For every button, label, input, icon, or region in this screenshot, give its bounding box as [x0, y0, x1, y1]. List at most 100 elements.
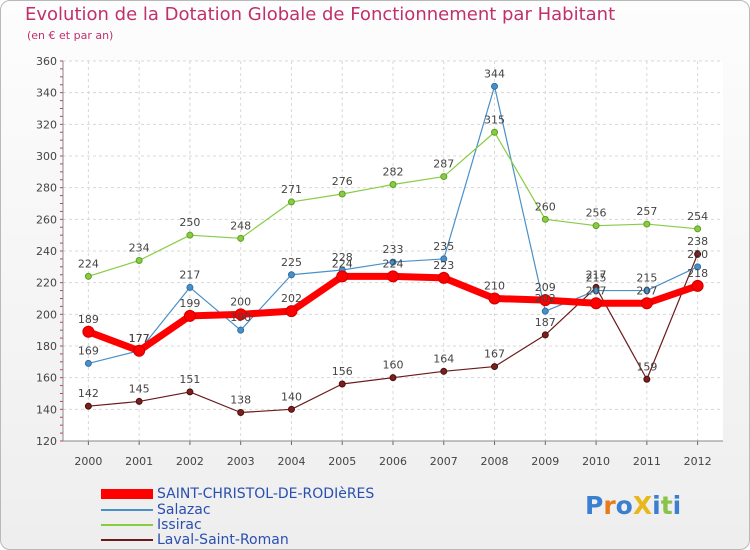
legend-item-issirac: Issirac	[101, 517, 202, 533]
data-label: 257	[636, 205, 657, 218]
x-tick-label: 2002	[176, 455, 204, 468]
data-point	[183, 309, 196, 322]
data-label: 190	[230, 311, 251, 324]
data-label: 169	[78, 344, 99, 357]
data-label: 287	[433, 158, 454, 171]
logo-letter: i	[652, 491, 661, 520]
legend-item-laval: Laval-Saint-Roman	[101, 532, 289, 548]
legend-item-salazac: Salazac	[101, 502, 211, 518]
data-label: 224	[383, 257, 404, 270]
data-label: 215	[586, 272, 607, 285]
data-point	[237, 326, 245, 334]
x-tick-label: 2010	[582, 455, 610, 468]
data-point	[135, 397, 143, 405]
data-label: 217	[179, 268, 200, 281]
data-point	[133, 344, 146, 357]
data-point	[640, 297, 653, 310]
x-tick-label: 2004	[277, 455, 305, 468]
data-point	[84, 402, 92, 410]
y-tick-label: 180	[36, 340, 57, 353]
data-label: 202	[535, 292, 556, 305]
data-label: 151	[179, 373, 200, 386]
data-label: 207	[636, 284, 657, 297]
logo-letter: o	[615, 491, 633, 520]
data-label: 202	[281, 292, 302, 305]
data-label: 224	[78, 257, 99, 270]
legend-label: SAINT-CHRISTOL-DE-RODIèRES	[157, 486, 375, 502]
data-label: 177	[129, 332, 150, 345]
data-point	[338, 380, 346, 388]
data-point	[186, 231, 194, 239]
data-point	[285, 305, 298, 318]
data-label: 235	[433, 240, 454, 253]
data-point	[287, 271, 295, 279]
data-point	[643, 287, 651, 295]
data-label: 187	[535, 316, 556, 329]
data-label: 164	[433, 352, 454, 365]
data-point	[541, 331, 549, 339]
proxiti-logo: ProXiti	[585, 491, 681, 520]
legend-swatch	[101, 489, 153, 499]
data-point	[491, 82, 499, 90]
data-label: 260	[535, 200, 556, 213]
y-tick-label: 240	[36, 245, 57, 258]
legend-label: Laval-Saint-Roman	[157, 532, 289, 548]
data-point	[338, 190, 346, 198]
data-label: 223	[433, 259, 454, 272]
data-label: 207	[586, 284, 607, 297]
x-tick-label: 2009	[531, 455, 559, 468]
data-point	[84, 359, 92, 367]
legend-swatch	[101, 539, 153, 541]
data-point	[643, 220, 651, 228]
x-tick-label: 2012	[684, 455, 712, 468]
y-tick-label: 300	[36, 150, 57, 163]
data-point	[694, 263, 702, 271]
y-tick-label: 320	[36, 118, 57, 131]
data-point	[237, 409, 245, 416]
data-label: 215	[636, 272, 657, 285]
data-label: 228	[332, 251, 353, 264]
y-tick-label: 360	[36, 55, 57, 68]
data-label: 234	[129, 242, 150, 255]
x-tick-label: 2005	[328, 455, 356, 468]
data-point	[440, 173, 448, 181]
data-point	[694, 225, 702, 233]
legend-label: Salazac	[157, 502, 211, 518]
data-point	[387, 270, 399, 283]
data-point	[590, 297, 603, 310]
x-tick-label: 2008	[481, 455, 509, 468]
y-tick-label: 220	[36, 277, 57, 290]
logo-letter: t	[660, 491, 673, 520]
data-label: 256	[586, 207, 607, 220]
data-point	[694, 250, 702, 258]
data-point	[488, 292, 501, 305]
y-tick-label: 140	[36, 403, 57, 416]
data-point	[592, 222, 600, 230]
y-tick-label: 160	[36, 372, 57, 385]
data-label: 271	[281, 183, 302, 196]
data-point	[336, 270, 349, 283]
data-point	[437, 271, 450, 284]
y-tick-label: 340	[36, 87, 57, 100]
x-tick-label: 2006	[379, 455, 407, 468]
y-tick-label: 260	[36, 213, 57, 226]
data-label: 224	[332, 257, 353, 270]
data-point	[541, 307, 549, 315]
data-point	[234, 308, 247, 321]
data-point	[186, 388, 194, 396]
data-point	[135, 257, 143, 264]
data-point	[389, 181, 397, 188]
data-label: 233	[383, 243, 404, 256]
x-tick-label: 2007	[430, 455, 458, 468]
data-label: 225	[281, 256, 302, 269]
data-label: 142	[78, 387, 99, 400]
data-point	[491, 128, 499, 136]
data-label: 167	[484, 348, 505, 361]
data-point	[691, 279, 704, 292]
data-point	[389, 258, 397, 266]
chart-title: Evolution de la Dotation Globale de Fonc…	[25, 4, 616, 25]
data-point	[592, 287, 600, 295]
data-point	[440, 367, 448, 375]
